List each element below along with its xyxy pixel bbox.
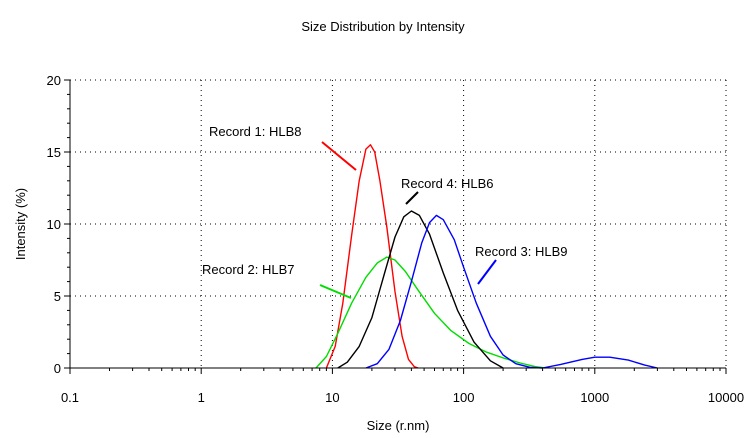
y-tick-label: 0 <box>54 361 61 376</box>
annotation-leader-3 <box>477 259 497 285</box>
annotation-record-3: Record 3: HLB9 <box>475 244 568 259</box>
series-line-4 <box>365 214 658 369</box>
grid-lines <box>70 79 727 368</box>
annotations: Record 1: HLB8 Record 4: HLB6 Record 3: … <box>202 124 568 299</box>
series-line-1 <box>325 144 419 369</box>
x-tick-label: 10000 <box>708 390 744 405</box>
y-tick-label: 5 <box>54 289 61 304</box>
y-tick-label: 15 <box>47 145 61 160</box>
x-tick-labels: 0.1 1 10 100 1000 10000 <box>61 390 744 405</box>
annotation-leader-2 <box>319 284 352 299</box>
series-line-2 <box>315 256 546 369</box>
minor-ticks <box>64 79 727 374</box>
x-tick-label: 0.1 <box>61 390 79 405</box>
series-layer <box>315 144 658 369</box>
x-tick-label: 100 <box>453 390 475 405</box>
annotation-leader-4 <box>405 191 419 205</box>
y-tick-label: 20 <box>47 73 61 88</box>
x-tick-label: 10 <box>325 390 339 405</box>
x-tick-label: 1 <box>198 390 205 405</box>
y-tick-label: 10 <box>47 217 61 232</box>
annotation-record-1: Record 1: HLB8 <box>209 124 302 139</box>
y-tick-labels: 0 5 10 15 20 <box>47 73 61 376</box>
series-line-3 <box>337 210 504 369</box>
annotation-record-4: Record 4: HLB6 <box>401 176 494 191</box>
annotation-record-2: Record 2: HLB7 <box>202 262 295 277</box>
y-axis-label: Intensity (%) <box>13 188 28 260</box>
axes <box>69 80 726 369</box>
annotation-leader-1 <box>321 141 357 171</box>
chart-title: Size Distribution by Intensity <box>301 19 465 34</box>
x-tick-label: 1000 <box>580 390 609 405</box>
x-axis-label: Size (r.nm) <box>367 418 430 433</box>
